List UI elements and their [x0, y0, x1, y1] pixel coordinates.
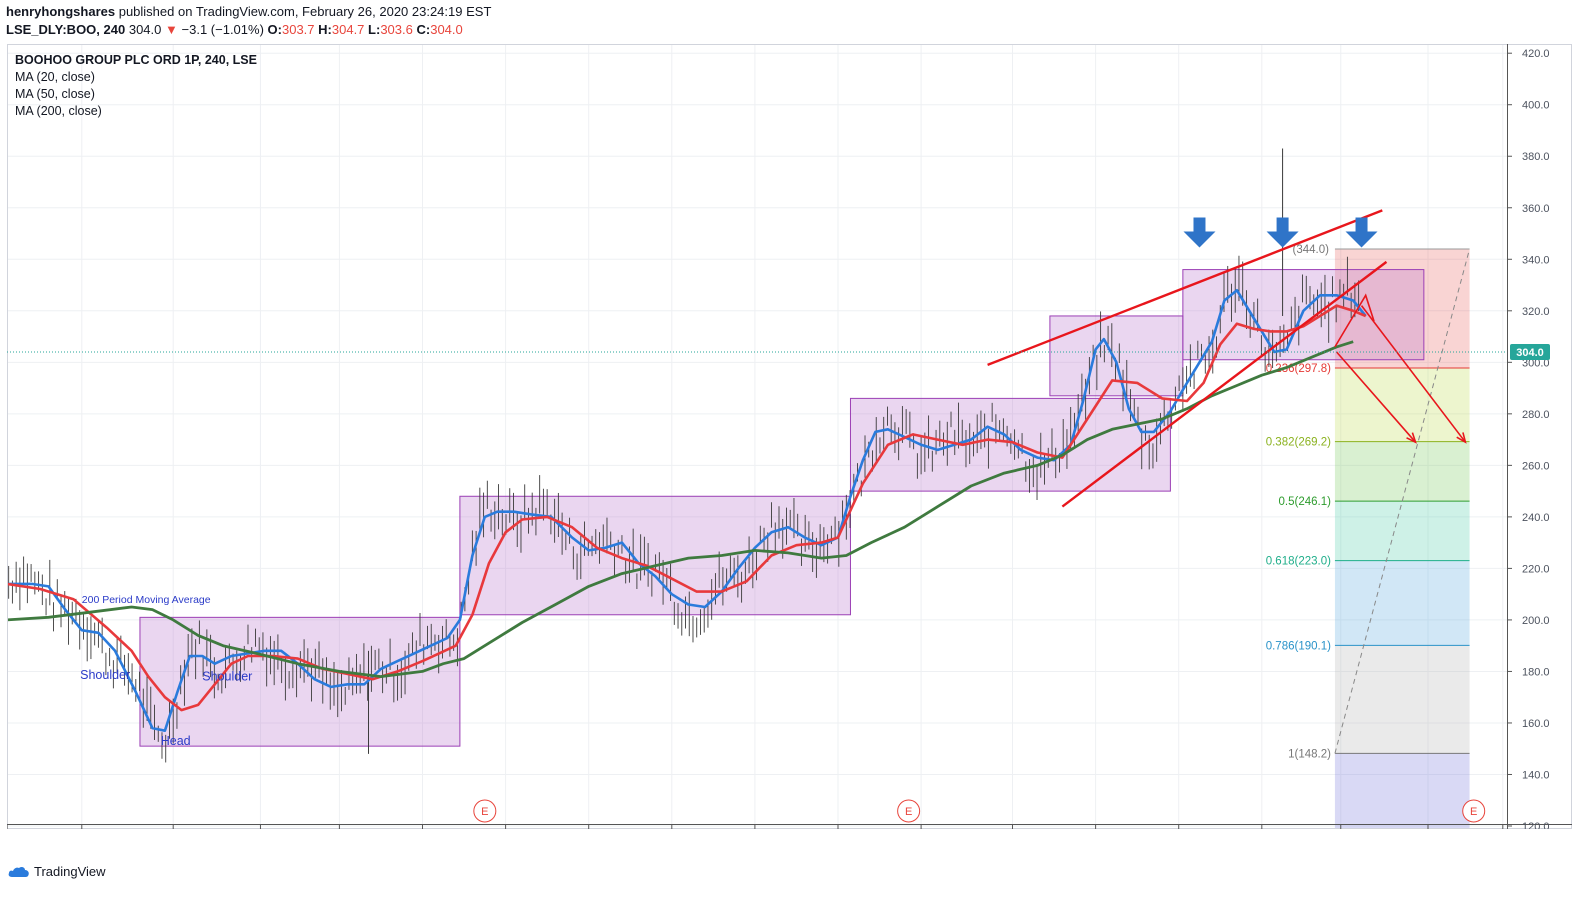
last-price-badge-label: 304.0 [1516, 347, 1544, 359]
annotation-label: Shoulder [80, 668, 130, 682]
fib-retracement[interactable]: (344.0) 0.236(297.8) 0.382(269.2) 0.5(246.1… [1266, 244, 1471, 829]
projection-arrow [1360, 305, 1467, 443]
y-tick-label: 140.0 [1522, 769, 1550, 781]
earnings-marker-icon [473, 799, 497, 823]
change-text: −3.1 (−1.01%) [181, 22, 264, 37]
fib-level-label: 0.786(190.1) [1266, 640, 1331, 652]
high-label: H: [318, 22, 332, 37]
annotation-label: Head [161, 734, 191, 748]
earnings-marker-icon [897, 799, 921, 823]
open-label: O: [267, 22, 282, 37]
publish-info: henryhongshares published on TradingView… [6, 4, 491, 19]
y-tick-label: 280.0 [1522, 409, 1550, 421]
y-tick-label: 340.0 [1522, 254, 1550, 266]
arrow-down-icon [1183, 217, 1216, 248]
consolidation-box [139, 616, 461, 747]
legend-ma50: MA (50, close) [15, 87, 95, 101]
open-value: 303.7 [281, 22, 315, 37]
arrow-head [1406, 432, 1417, 444]
legend-title: BOOHOO GROUP PLC ORD 1P, 240, LSE [15, 53, 257, 67]
fib-level-label: 0.382(269.2) [1266, 437, 1331, 449]
annotation-label: 200 Period Moving Average [82, 594, 211, 606]
y-tick-label: 240.0 [1522, 512, 1550, 524]
earnings-marker-label: E [1470, 806, 1477, 818]
y-tick-label: 160.0 [1522, 718, 1550, 730]
fib-level-label: 1(148.2) [1288, 748, 1331, 760]
fib-band [1334, 367, 1470, 442]
ma-line-2 [7, 340, 1354, 678]
fib-band [1334, 645, 1470, 754]
symbol-ohlc-line: LSE_DLY:BOO, 240 304.0 ▼ −3.1 (−1.01%) O… [6, 22, 463, 37]
trend-line [1061, 260, 1388, 508]
low-value: 303.6 [380, 22, 413, 37]
projection-arrow [1334, 293, 1375, 348]
author-name[interactable]: henryhongshares [6, 4, 116, 19]
y-tick-label: 380.0 [1522, 151, 1550, 163]
chart-border [7, 44, 1572, 829]
last-price-badge [1510, 344, 1550, 361]
earnings-marker-label: E [481, 806, 488, 818]
projection-arrow [1335, 351, 1417, 443]
trend-lines[interactable] [987, 209, 1467, 508]
fib-band [1334, 501, 1470, 561]
down-triangle-icon: ▼ [165, 22, 178, 37]
fib-band [1334, 560, 1470, 646]
tradingview-branding[interactable]: TradingView [8, 864, 106, 879]
y-tick-label: 400.0 [1522, 100, 1550, 112]
published-text: published on TradingView.com, February 2… [118, 4, 492, 19]
arrow-down-icon [1345, 217, 1378, 248]
consolidation-box [1182, 269, 1425, 361]
high-value: 304.7 [331, 22, 365, 37]
y-tick-label: 360.0 [1522, 203, 1550, 215]
annotation-label: Shoulder [202, 669, 252, 683]
tradingview-logo-icon [8, 866, 29, 877]
price-chart[interactable]: (344.0) 0.236(297.8) 0.382(269.2) 0.5(246.1… [7, 44, 1572, 829]
y-tick-label: 260.0 [1522, 460, 1550, 472]
earnings-marker-icon [1462, 799, 1486, 823]
ma-line-1 [7, 304, 1367, 712]
low-label: L: [368, 22, 381, 37]
fib-band [1334, 441, 1470, 502]
arrow-down-icon [1266, 217, 1299, 248]
arrow-head [1456, 432, 1467, 444]
y-tick-label: 320.0 [1522, 306, 1550, 318]
fib-band [1334, 753, 1470, 829]
close-label: C: [416, 22, 431, 37]
chart-annotations: 200 Period Moving Average Shoulder Shoulde… [80, 217, 1378, 748]
trend-line [987, 209, 1383, 367]
y-tick-label: 120.0 [1522, 821, 1550, 829]
consolidation-boxes[interactable] [139, 269, 1425, 747]
grid-lines [7, 44, 1507, 827]
y-tick-label: 180.0 [1522, 666, 1550, 678]
y-tick-label: 300.0 [1522, 357, 1550, 369]
symbol-label: LSE_DLY:BOO, 240 [6, 22, 126, 37]
close-value: 304.0 [430, 22, 463, 37]
fib-level-label: (344.0) [1293, 244, 1330, 256]
tradingview-brand-text: TradingView [34, 864, 106, 879]
y-tick-label: 420.0 [1522, 48, 1550, 60]
consolidation-box [1049, 315, 1184, 397]
fib-level-label: 0.5(246.1) [1279, 496, 1332, 508]
last-price: 304.0 [128, 22, 162, 37]
legend-ma200: MA (200, close) [15, 104, 102, 118]
moving-averages [7, 288, 1367, 732]
legend-ma20: MA (20, close) [15, 70, 95, 84]
earnings-marker-label: E [905, 806, 912, 818]
axes: 420.0 400.0 380.0 360.0 340.0 320.0 300.0 280.0… [7, 44, 1572, 829]
y-tick-label: 220.0 [1522, 563, 1550, 575]
chart-legend: BOOHOO GROUP PLC ORD 1P, 240, LSE MA (20… [15, 53, 257, 118]
fib-level-label: 0.618(223.0) [1266, 556, 1331, 568]
fib-level-label: 0.236(297.8) [1266, 363, 1331, 375]
fib-trend-line [1334, 248, 1471, 754]
y-tick-label: 200.0 [1522, 615, 1550, 627]
